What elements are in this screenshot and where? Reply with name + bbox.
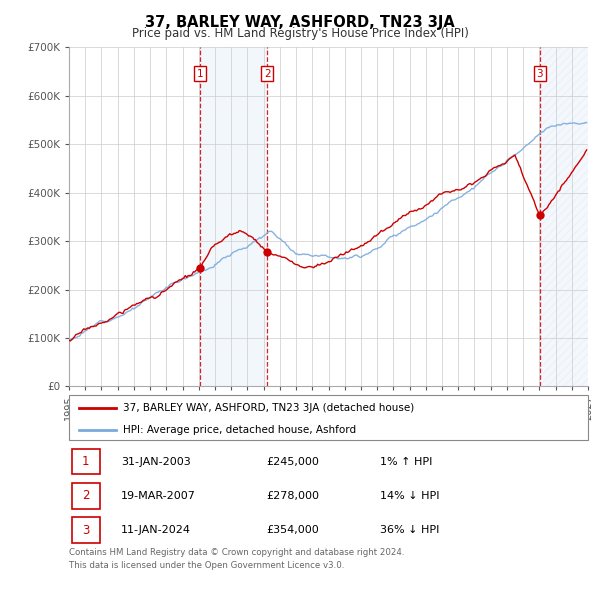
FancyBboxPatch shape — [71, 483, 100, 509]
Text: 36% ↓ HPI: 36% ↓ HPI — [380, 525, 440, 535]
FancyBboxPatch shape — [69, 395, 588, 440]
Text: 14% ↓ HPI: 14% ↓ HPI — [380, 491, 440, 501]
Text: 3: 3 — [536, 69, 543, 79]
Text: 3: 3 — [82, 523, 89, 536]
Text: 2: 2 — [82, 489, 89, 502]
Text: £278,000: £278,000 — [266, 491, 319, 501]
Text: 31-JAN-2003: 31-JAN-2003 — [121, 457, 191, 467]
Text: 37, BARLEY WAY, ASHFORD, TN23 3JA: 37, BARLEY WAY, ASHFORD, TN23 3JA — [145, 15, 455, 30]
Text: Contains HM Land Registry data © Crown copyright and database right 2024.: Contains HM Land Registry data © Crown c… — [69, 548, 404, 557]
FancyBboxPatch shape — [71, 517, 100, 543]
Text: 1: 1 — [197, 69, 203, 79]
Text: 11-JAN-2024: 11-JAN-2024 — [121, 525, 191, 535]
Text: £354,000: £354,000 — [266, 525, 319, 535]
Text: 37, BARLEY WAY, ASHFORD, TN23 3JA (detached house): 37, BARLEY WAY, ASHFORD, TN23 3JA (detac… — [124, 403, 415, 412]
Text: 1% ↑ HPI: 1% ↑ HPI — [380, 457, 433, 467]
Text: 19-MAR-2007: 19-MAR-2007 — [121, 491, 196, 501]
Text: 2: 2 — [264, 69, 271, 79]
Text: £245,000: £245,000 — [266, 457, 319, 467]
Text: HPI: Average price, detached house, Ashford: HPI: Average price, detached house, Ashf… — [124, 425, 356, 435]
Bar — [200, 47, 267, 386]
Text: 1: 1 — [82, 455, 89, 468]
FancyBboxPatch shape — [71, 449, 100, 474]
Text: This data is licensed under the Open Government Licence v3.0.: This data is licensed under the Open Gov… — [69, 561, 344, 570]
Bar — [540, 47, 588, 386]
Text: Price paid vs. HM Land Registry's House Price Index (HPI): Price paid vs. HM Land Registry's House … — [131, 27, 469, 40]
